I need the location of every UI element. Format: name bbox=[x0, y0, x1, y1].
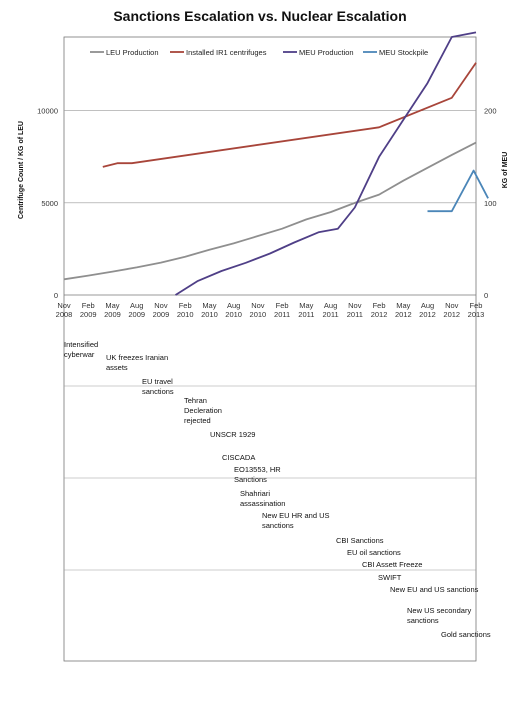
timeline-event: EU oil sanctions bbox=[347, 548, 401, 557]
x-tick-label: Feb 2013 bbox=[468, 301, 485, 319]
y-left-label: Centrifuge Count / KG of LEU bbox=[18, 121, 25, 219]
x-tick-label: Aug 2009 bbox=[128, 301, 145, 319]
y-left-tick-label: 10000 bbox=[37, 107, 58, 116]
timeline-event: Gold sanctions bbox=[441, 630, 491, 639]
x-tick-label: Feb 2012 bbox=[371, 301, 388, 319]
legend-entry: MEU Stockpile bbox=[379, 48, 428, 57]
plot-frame bbox=[63, 36, 477, 662]
timeline-event: Intensified cyberwar bbox=[64, 340, 99, 359]
series-line-meu-production bbox=[175, 31, 477, 296]
y-left-tick-label: 5000 bbox=[41, 199, 58, 208]
x-tick-label: Feb 2011 bbox=[274, 301, 290, 319]
x-tick-label: Nov 2008 bbox=[56, 301, 73, 319]
timeline-event: EO13553, HR Sanctions bbox=[234, 465, 281, 484]
x-tick-label: Nov 2011 bbox=[347, 301, 363, 319]
x-tick-label: May 2010 bbox=[201, 301, 218, 319]
legend-entry: MEU Production bbox=[299, 48, 354, 57]
timeline-event: CBI Sanctions bbox=[336, 536, 384, 545]
timeline-event: New EU HR and US sanctions bbox=[262, 511, 330, 530]
timeline-event: SWIFT bbox=[378, 573, 402, 582]
x-tick-label: May 2012 bbox=[395, 301, 412, 319]
x-tick-label: Aug 2010 bbox=[225, 301, 242, 319]
timeline-event: UK freezes Iranian assets bbox=[106, 353, 169, 372]
timeline-event: CBI Assett Freeze bbox=[362, 560, 423, 569]
y-right-tick-label: 200 bbox=[484, 107, 497, 116]
x-tick-label: May 2011 bbox=[298, 301, 314, 319]
x-tick-label: Nov 2010 bbox=[250, 301, 267, 319]
legend-entry: LEU Production bbox=[106, 48, 159, 57]
timeline-event: Shahriari assassination bbox=[240, 489, 286, 508]
x-tick-label: Nov 2012 bbox=[443, 301, 460, 319]
timeline-event: New US secondary sanctions bbox=[407, 606, 472, 625]
x-tick-label: Aug 2011 bbox=[323, 301, 339, 319]
series-line-leu-production bbox=[63, 141, 477, 281]
y-left-tick-label: 0 bbox=[54, 291, 58, 300]
y-right-tick-label: 100 bbox=[484, 199, 497, 208]
series-line-meu-stockpile bbox=[427, 169, 489, 213]
x-tick-label: Nov 2009 bbox=[153, 301, 170, 319]
x-tick-label: May 2009 bbox=[104, 301, 121, 319]
timeline-event: CISCADA bbox=[222, 453, 256, 462]
timeline-event: New EU and US sanctions bbox=[390, 585, 479, 594]
y-right-tick-label: 0 bbox=[484, 291, 488, 300]
timeline-event: EU travel sanctions bbox=[142, 377, 174, 396]
x-tick-label: Feb 2009 bbox=[80, 301, 97, 319]
legend-entry: Installed IR1 centrifuges bbox=[186, 48, 267, 57]
timeline-event: Tehran Decleration rejected bbox=[184, 396, 222, 425]
x-tick-label: Aug 2012 bbox=[419, 301, 436, 319]
y-right-label: KG of MEU bbox=[502, 152, 509, 189]
x-tick-label: Feb 2010 bbox=[177, 301, 194, 319]
timeline-event: UNSCR 1929 bbox=[210, 430, 256, 439]
series-line-installed-ir1-centrifuges bbox=[102, 62, 477, 168]
chart-title: Sanctions Escalation vs. Nuclear Escalat… bbox=[113, 8, 407, 24]
